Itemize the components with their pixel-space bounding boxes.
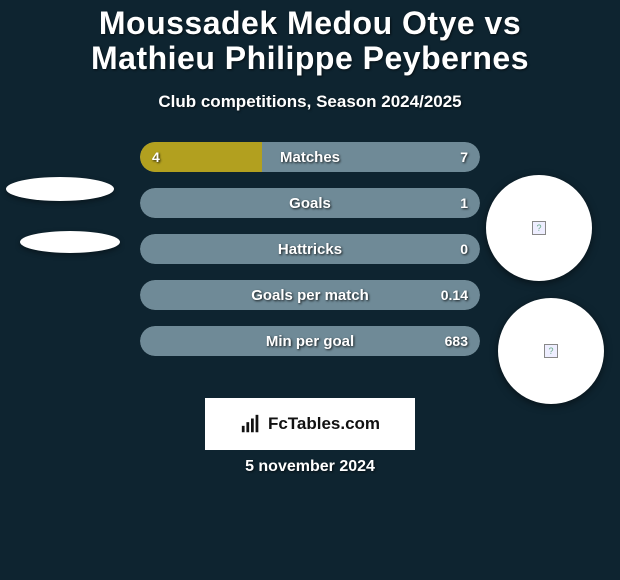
bar-right-segment: [140, 188, 480, 218]
bar-row: 0Hattricks: [140, 234, 480, 264]
bar-right-segment: [140, 234, 480, 264]
bar-right-value: 1: [460, 188, 468, 218]
bar-right-segment: [140, 326, 480, 356]
bar-right-value: 683: [445, 326, 468, 356]
bar-left-value: 4: [152, 142, 160, 172]
bar-right-value: 0.14: [441, 280, 468, 310]
date-text: 5 november 2024: [0, 458, 620, 476]
decor-ellipse: [20, 231, 120, 253]
page-title: Moussadek Medou Otye vs Mathieu Philippe…: [0, 0, 620, 76]
bar-row: 0.14Goals per match: [140, 280, 480, 310]
image-placeholder-icon: ?: [544, 344, 558, 358]
decor-ellipse: [6, 177, 114, 201]
footer-brand-text: FcTables.com: [268, 414, 380, 434]
decor-circle: ?: [486, 175, 592, 281]
subtitle: Club competitions, Season 2024/2025: [0, 92, 620, 112]
decor-circle: ?: [498, 298, 604, 404]
bar-right-value: 0: [460, 234, 468, 264]
bar-right-value: 7: [460, 142, 468, 172]
bar-row: 47Matches: [140, 142, 480, 172]
image-placeholder-icon: ?: [532, 221, 546, 235]
bar-row: 683Min per goal: [140, 326, 480, 356]
bar-row: 1Goals: [140, 188, 480, 218]
footer-brand-badge: FcTables.com: [205, 398, 415, 450]
chart-icon: [240, 413, 262, 435]
bar-right-segment: [140, 280, 480, 310]
